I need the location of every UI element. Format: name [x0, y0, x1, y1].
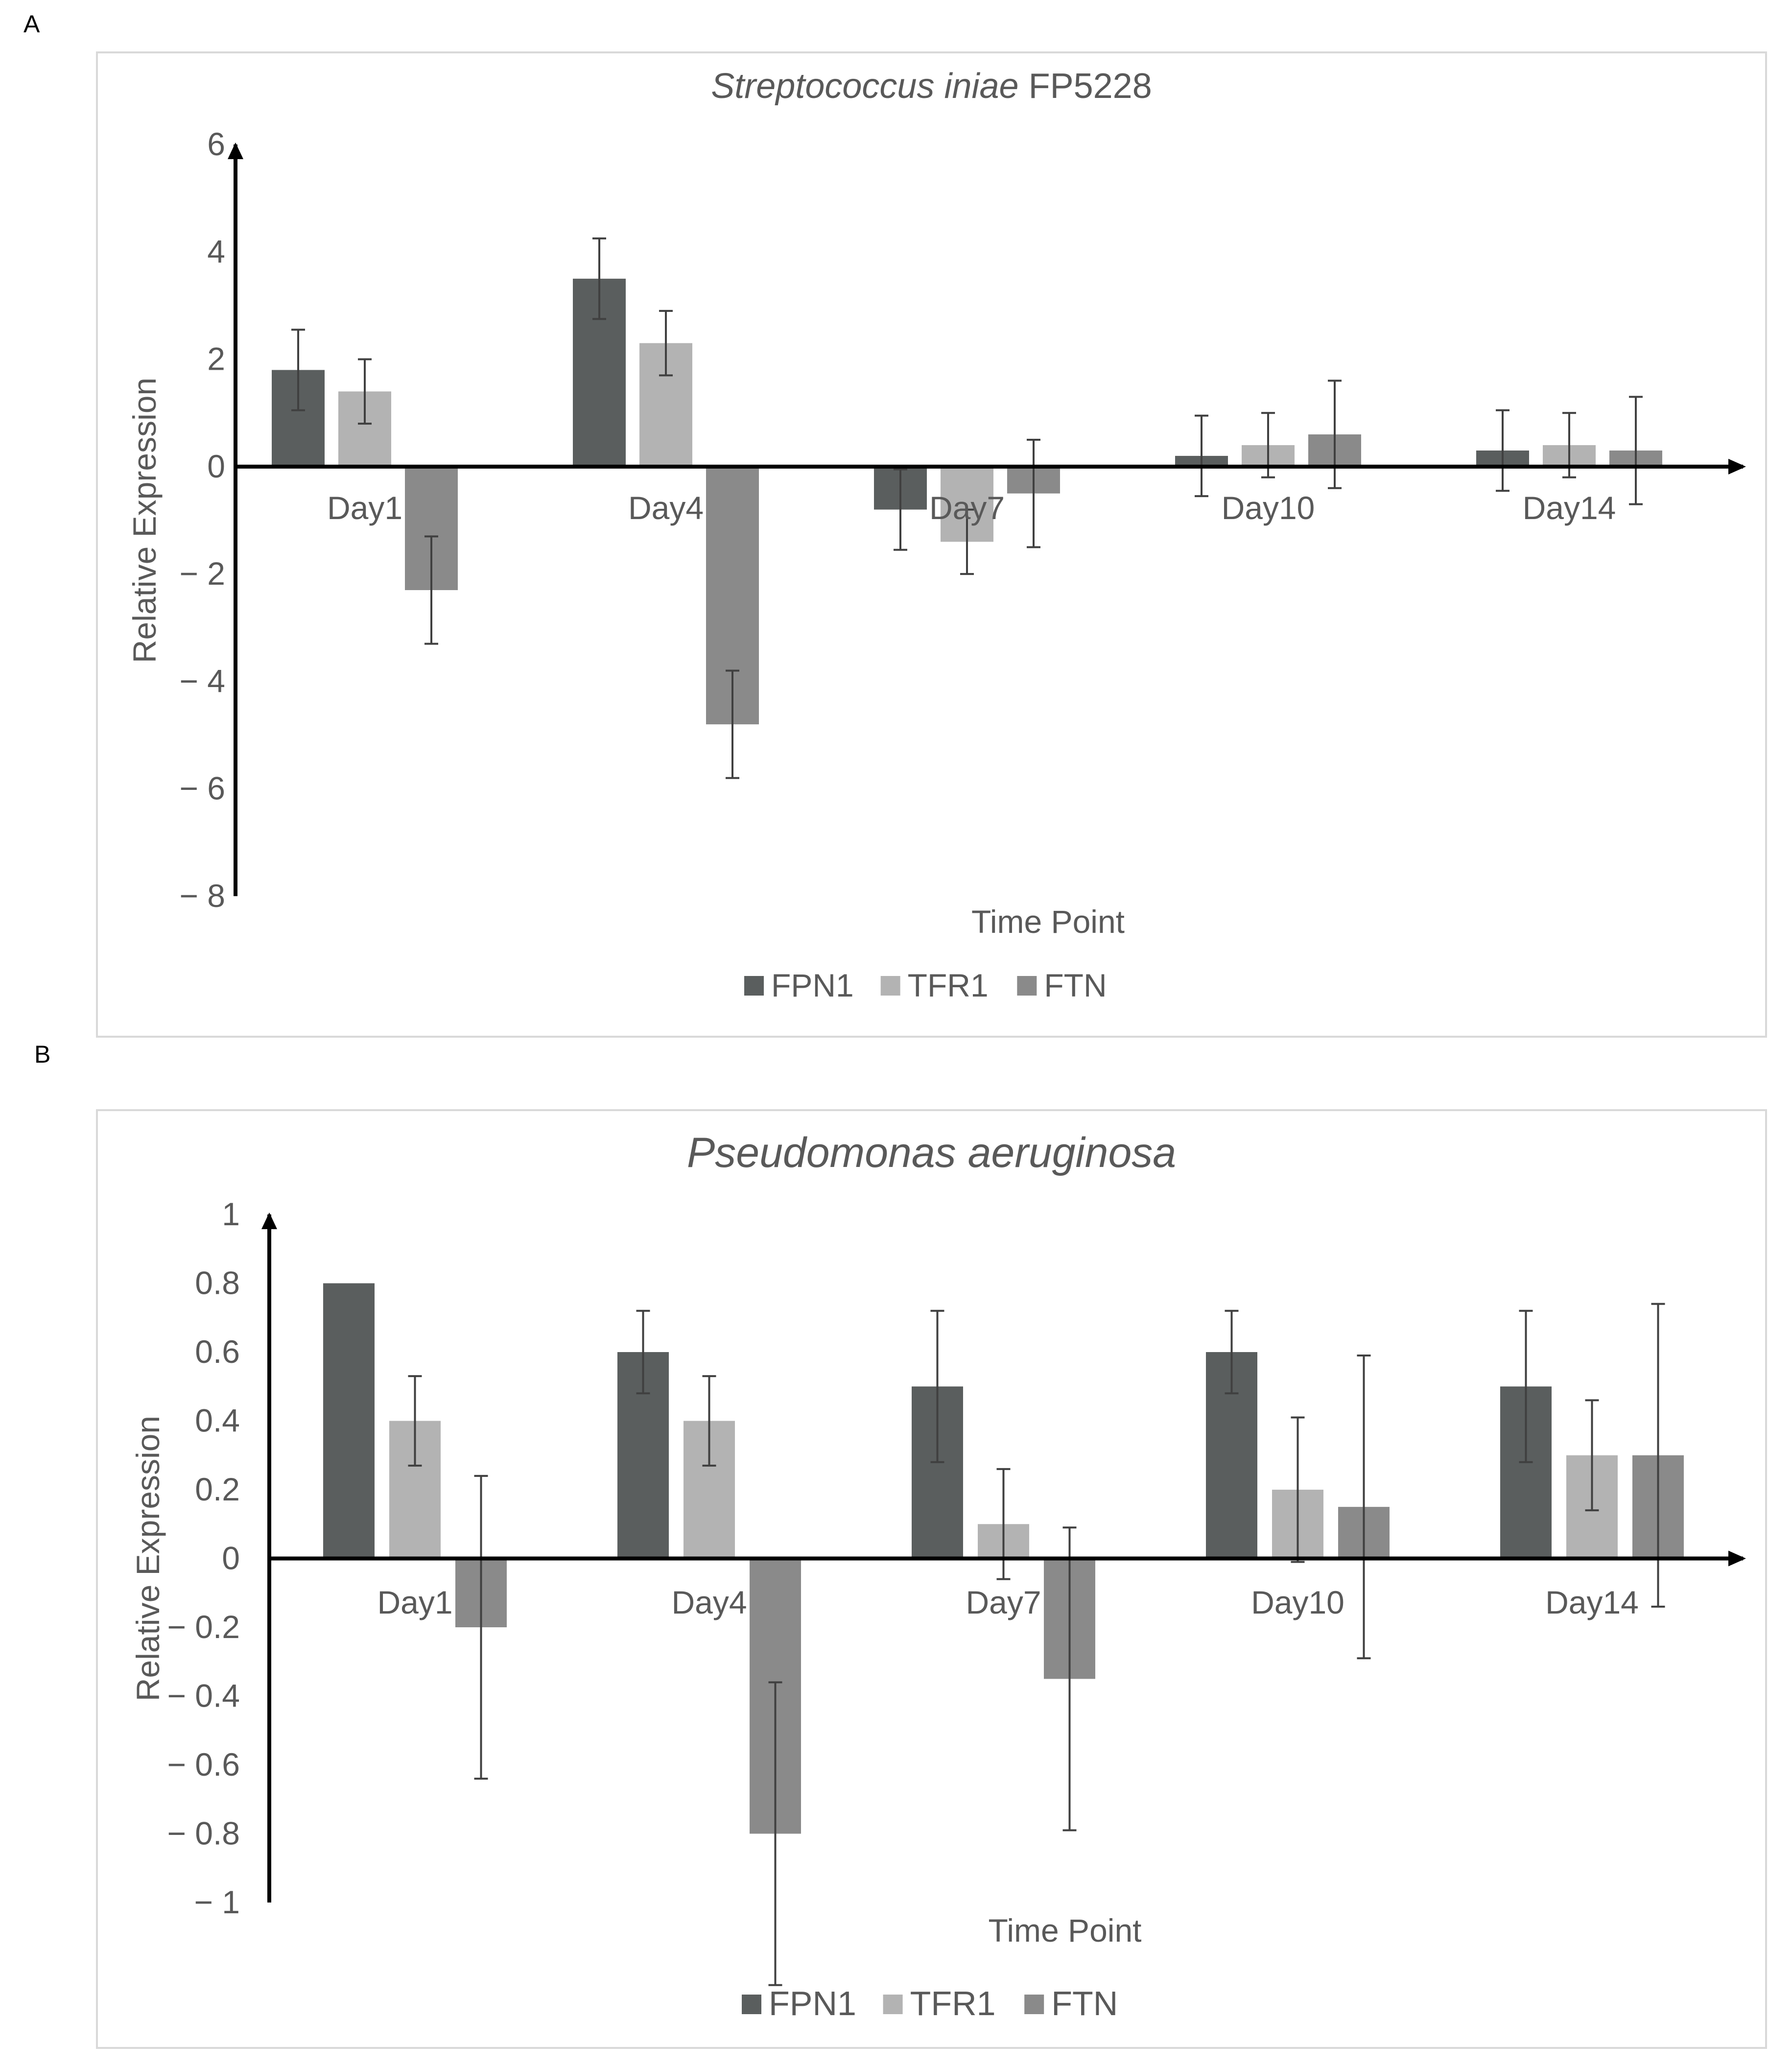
legend: FPN1 TFR1 FTN: [742, 1984, 1118, 2022]
x-tick-label-day14: Day14: [1545, 1584, 1639, 1620]
legend-label-ftn: FTN: [1044, 967, 1107, 1003]
y-tick-label: 0.4: [195, 1403, 240, 1439]
y-axis-label: Relative Expression: [126, 378, 163, 663]
x-tick-label-day1: Day1: [377, 1584, 452, 1620]
error-bar-ftn-day7: [1062, 1526, 1077, 1831]
error-bar-ftn-day14: [1651, 1303, 1665, 1608]
error-bar-tfr1-day10: [1291, 1416, 1305, 1563]
legend-swatch-ftn: [1017, 976, 1037, 996]
panel-label: B: [34, 1041, 50, 1068]
y-axis-label: Relative Expression: [130, 1416, 166, 1701]
chart-title-italic: Streptococcus iniae: [711, 67, 1018, 106]
error-bar-fpn1-day14: [1519, 1309, 1533, 1463]
x-axis-arrow: [1728, 1550, 1746, 1567]
chart-panel-b: B Pseudomonas aeruginosa − 1 − 0.8 − 0.6 − 0.…: [34, 1041, 1767, 2049]
y-tick-label: 2: [207, 341, 225, 377]
error-bar-ftn-day1: [474, 1474, 488, 1780]
error-bar-tfr1-day7: [996, 1468, 1011, 1580]
y-tick-label: 0.8: [195, 1265, 240, 1301]
legend-label-fpn1: FPN1: [769, 1984, 856, 2022]
y-tick-label: 6: [207, 126, 225, 162]
legend-label-tfr1: TFR1: [910, 1984, 996, 2022]
error-bar-tfr1-day14: [1585, 1399, 1599, 1512]
x-axis-label: Time Point: [971, 904, 1125, 940]
panel-label: A: [24, 10, 40, 38]
y-tick-label: 0: [222, 1540, 240, 1576]
legend-label-tfr1: TFR1: [908, 967, 989, 1003]
chart-title: Streptococcus iniae FP5228: [711, 67, 1152, 106]
x-tick-label-day10: Day10: [1251, 1584, 1344, 1620]
y-tick-label: − 0.8: [167, 1815, 240, 1852]
legend-swatch-fpn1: [744, 976, 764, 996]
error-bar-fpn1-day14: [1496, 409, 1509, 492]
y-tick-label: − 6: [179, 770, 225, 807]
chart-frame: [96, 1109, 1767, 2049]
error-bar-tfr1-day1: [408, 1375, 422, 1467]
x-tick-label-day7: Day7: [929, 490, 1005, 526]
x-tick-label-day10: Day10: [1222, 490, 1315, 526]
x-tick-label-day4: Day4: [628, 490, 704, 526]
error-bar-ftn-day4: [726, 669, 739, 779]
legend: FPN1 TFR1 FTN: [744, 967, 1107, 1003]
x-tick-label-day14: Day14: [1523, 490, 1616, 526]
y-tick-label: − 0.2: [167, 1609, 240, 1645]
chart-title-italic: Pseudomonas aeruginosa: [687, 1129, 1176, 1176]
y-tick-label: − 0.4: [167, 1678, 240, 1714]
y-tick-label: 4: [207, 233, 225, 269]
legend-swatch-ftn: [1024, 1995, 1044, 2014]
error-bar-ftn-day10: [1328, 380, 1342, 489]
x-tick-label-day1: Day1: [327, 490, 402, 526]
y-axis-arrow: [261, 1213, 277, 1229]
y-tick-label: − 4: [179, 663, 225, 699]
chart-title-rest: FP5228: [1019, 67, 1152, 106]
x-axis-arrow: [1728, 458, 1746, 475]
error-bar-ftn-day7: [1027, 439, 1040, 548]
legend-swatch-tfr1: [883, 1995, 903, 2014]
error-bar-ftn-day10: [1357, 1355, 1371, 1660]
y-tick-label: − 1: [194, 1884, 240, 1920]
error-bar-tfr1-day4: [702, 1375, 716, 1467]
y-tick-label: 1: [222, 1196, 240, 1232]
error-bar-tfr1-day7: [960, 508, 974, 575]
error-bar-fpn1-day7: [930, 1309, 944, 1463]
error-bar-ftn-day1: [424, 535, 438, 645]
x-tick-label-day7: Day7: [966, 1584, 1041, 1620]
bar-fpn1-day1: [323, 1283, 375, 1559]
legend-label-ftn: FTN: [1051, 1984, 1118, 2022]
legend-swatch-tfr1: [880, 976, 900, 996]
chart-title: Pseudomonas aeruginosa: [687, 1129, 1176, 1176]
error-bar-fpn1-day7: [894, 468, 907, 551]
error-bar-ftn-day14: [1629, 396, 1643, 505]
y-tick-label: 0: [207, 448, 225, 484]
error-bar-fpn1-day4: [592, 237, 606, 320]
error-bar-tfr1-day4: [659, 309, 673, 377]
error-bar-fpn1-day10: [1225, 1309, 1239, 1395]
error-bar-fpn1-day10: [1195, 414, 1208, 498]
x-axis-label: Time Point: [989, 1912, 1142, 1949]
legend-swatch-fpn1: [742, 1995, 761, 2014]
error-bar-fpn1-day1: [291, 329, 305, 411]
y-tick-label: − 2: [179, 555, 225, 592]
y-axis-arrow: [228, 143, 243, 159]
error-bar-ftn-day4: [768, 1681, 782, 1986]
y-tick-label: − 0.6: [167, 1746, 240, 1783]
legend-label-fpn1: FPN1: [771, 967, 854, 1003]
x-tick-label-day4: Day4: [671, 1584, 747, 1620]
chart-panel-a: A Streptococcus iniae FP5228 − 8 − 6 − 4 − 2 0…: [24, 10, 1767, 1038]
error-bar-tfr1-day1: [358, 358, 372, 425]
error-bar-fpn1-day4: [636, 1309, 650, 1395]
y-tick-label: − 8: [179, 878, 225, 914]
y-tick-label: 0.2: [195, 1471, 240, 1507]
chart-frame: [96, 51, 1767, 1038]
y-tick-label: 0.6: [195, 1333, 240, 1370]
